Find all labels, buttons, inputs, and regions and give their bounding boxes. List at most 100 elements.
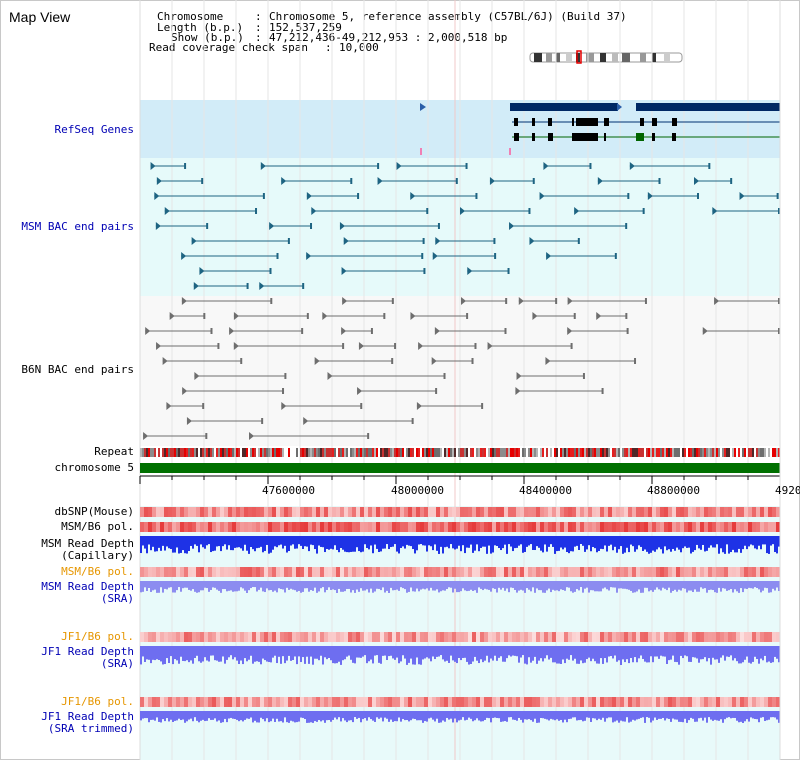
- msm-b6-pol-heatmap[interactable]: [140, 522, 780, 532]
- depth-bar: [456, 536, 458, 549]
- heat-cell: [604, 522, 608, 532]
- depth-bar: [628, 536, 630, 553]
- depth-bar: [418, 711, 420, 721]
- track-label-b6n-bac[interactable]: B6N BAC end pairs: [21, 363, 134, 376]
- jf1-b6-pol2-heatmap[interactable]: [140, 697, 780, 707]
- heat-cell: [212, 522, 216, 532]
- heat-cell: [248, 697, 252, 707]
- track-label-jf1-b6-pol[interactable]: JF1/B6 pol.: [61, 630, 134, 643]
- depth-bar: [200, 581, 202, 591]
- depth-bar: [724, 536, 726, 554]
- track-label-chromosome[interactable]: chromosome 5: [54, 461, 134, 474]
- msm-bac-features[interactable]: [150, 162, 780, 290]
- heat-cell: [400, 567, 404, 577]
- depth-bar: [406, 536, 408, 545]
- dbsnp-heatmap[interactable]: [140, 507, 780, 517]
- track-label-repeat[interactable]: Repeat: [94, 445, 134, 458]
- depth-bar: [148, 581, 150, 588]
- track-label-jf1-b6-pol-2[interactable]: JF1/B6 pol.: [61, 695, 134, 708]
- track-label-msm-depth-cap[interactable]: MSM Read Depth: [41, 537, 134, 550]
- jf1-b6-pol-heatmap[interactable]: [140, 632, 780, 642]
- heat-cell: [676, 507, 680, 517]
- repeat-block: [188, 448, 190, 457]
- track-label-jf1-depth-sra[interactable]: JF1 Read Depth: [41, 645, 134, 658]
- heat-cell: [488, 567, 492, 577]
- refseq-genes[interactable]: [420, 103, 780, 155]
- repeat-block: [480, 448, 482, 457]
- repeat-block: [664, 448, 666, 457]
- track-label-msm-b6-pol-2[interactable]: MSM/B6 pol.: [61, 565, 134, 578]
- heat-cell: [668, 632, 672, 642]
- repeat-block: [312, 448, 314, 457]
- heat-cell: [472, 522, 476, 532]
- depth-bar: [604, 536, 606, 546]
- repeat-block: [176, 448, 178, 457]
- heat-cell: [388, 697, 392, 707]
- repeat-block: [406, 448, 408, 457]
- track-label-dbsnp[interactable]: dbSNP(Mouse): [54, 505, 134, 518]
- msm-b6-pol2-heatmap[interactable]: [140, 567, 780, 577]
- depth-bar: [264, 581, 266, 593]
- depth-bar: [318, 536, 320, 546]
- heat-cell: [716, 522, 720, 532]
- depth-bar: [272, 581, 274, 592]
- depth-bar: [418, 581, 420, 592]
- depth-bar: [462, 646, 464, 658]
- chromosome-bar[interactable]: [140, 463, 780, 473]
- heat-cell: [320, 522, 324, 532]
- depth-bar: [470, 646, 472, 664]
- heat-cell: [448, 697, 452, 707]
- depth-bar: [532, 711, 534, 722]
- depth-bar: [554, 646, 556, 663]
- end-pair-end: [255, 208, 258, 214]
- heat-cell: [352, 697, 356, 707]
- repeat-block: [462, 448, 464, 457]
- heat-cell: [628, 632, 632, 642]
- repeat-block: [330, 448, 332, 457]
- depth-bar: [300, 711, 302, 718]
- repeat-track[interactable]: [140, 448, 780, 457]
- track-label-msm-bac[interactable]: MSM BAC end pairs: [21, 220, 134, 233]
- heat-cell: [532, 632, 536, 642]
- heat-cell: [752, 697, 756, 707]
- msm-depth-capillary[interactable]: [140, 536, 780, 554]
- axis-tick-4: 48800000: [647, 484, 700, 497]
- heat-cell: [452, 697, 456, 707]
- repeat-block: [418, 448, 420, 457]
- heat-cell: [572, 522, 576, 532]
- end-pair-arrow: [229, 327, 235, 335]
- depth-bar: [752, 646, 754, 662]
- depth-bar: [560, 711, 562, 720]
- depth-bar: [676, 536, 678, 548]
- msm-depth-sra[interactable]: [140, 581, 780, 593]
- heat-cell: [608, 567, 612, 577]
- depth-bar: [594, 711, 596, 719]
- b6n-bac-features[interactable]: [143, 297, 780, 440]
- depth-bar: [176, 536, 178, 548]
- depth-bar: [146, 581, 148, 591]
- depth-bar: [322, 711, 324, 721]
- depth-bar: [410, 536, 412, 547]
- repeat-block: [682, 448, 684, 457]
- depth-bar: [268, 581, 270, 591]
- depth-bar: [704, 711, 706, 718]
- track-label-msm-b6-pol[interactable]: MSM/B6 pol.: [61, 520, 134, 533]
- heat-cell: [444, 567, 448, 577]
- track-label-refseq[interactable]: RefSeq Genes: [54, 123, 134, 136]
- track-label-msm-depth-sra[interactable]: MSM Read Depth: [41, 580, 134, 593]
- depth-bar: [470, 536, 472, 545]
- track-label-jf1-depth-trim[interactable]: JF1 Read Depth: [41, 710, 134, 723]
- depth-bar: [446, 581, 448, 590]
- depth-bar: [270, 646, 272, 663]
- jf1-depth-sra[interactable]: [140, 646, 780, 665]
- jf1-depth-trimmed[interactable]: [140, 711, 780, 723]
- depth-bar: [384, 646, 386, 656]
- depth-bar: [478, 581, 480, 588]
- chromosome-ideogram[interactable]: [529, 50, 683, 64]
- depth-bar: [634, 711, 636, 721]
- heat-cell: [180, 522, 184, 532]
- depth-bar: [504, 646, 506, 662]
- heat-cell: [756, 522, 760, 532]
- heat-cell: [432, 697, 436, 707]
